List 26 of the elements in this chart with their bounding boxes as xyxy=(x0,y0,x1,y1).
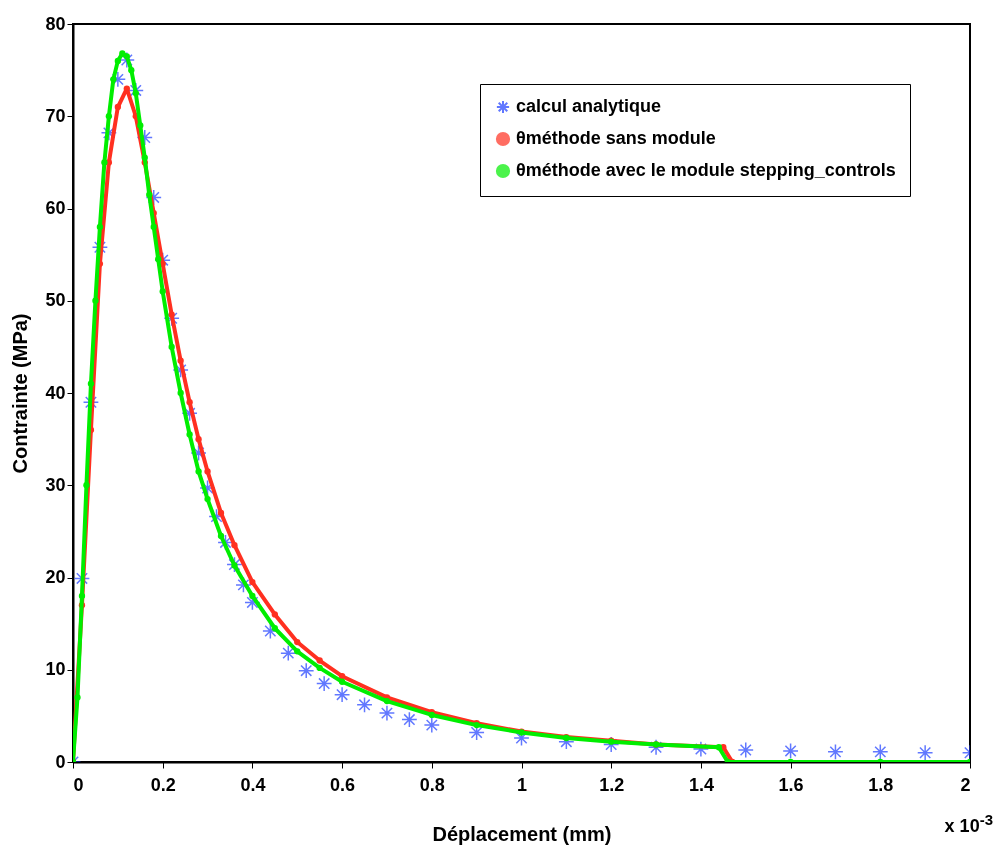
y-tick-label: 60 xyxy=(45,198,66,218)
y-tick-label: 10 xyxy=(45,659,66,680)
x-tick-label: 1.4 xyxy=(688,774,714,795)
y-tick-label: 80 xyxy=(45,13,66,34)
y-axis-title: Contrainte (MPa) xyxy=(9,313,32,474)
x-axis-title: Déplacement (mm) xyxy=(432,822,612,845)
legend-label: θméthode avec le module stepping_controls xyxy=(516,160,896,180)
y-tick-label: 40 xyxy=(45,382,66,403)
x-tick-label: 0.8 xyxy=(419,774,445,795)
x-tick-label: 2 xyxy=(960,774,971,795)
y-tick-label: 30 xyxy=(45,474,66,495)
x-tick-label: 0.6 xyxy=(330,774,356,795)
x-tick-label: 1.8 xyxy=(868,774,894,795)
x-tick-label: 0.4 xyxy=(240,774,266,795)
legend-label: calcul analytique xyxy=(516,96,662,116)
x-tick-label: 1.2 xyxy=(599,774,625,795)
y-tick-label: 50 xyxy=(45,290,66,311)
y-tick-label: 0 xyxy=(55,751,66,772)
x-tick-label: 0.2 xyxy=(150,774,176,795)
legend-label: θméthode sans module xyxy=(516,128,716,148)
axis-scale-note: x 10$^{-3}$ xyxy=(944,811,993,837)
x-tick-label: 1.6 xyxy=(778,774,804,795)
x-tick-label: 0 xyxy=(73,774,84,795)
x-tick-label: 1 xyxy=(516,774,528,795)
y-tick-label: 20 xyxy=(45,567,66,587)
y-tick-label: 70 xyxy=(45,105,66,126)
